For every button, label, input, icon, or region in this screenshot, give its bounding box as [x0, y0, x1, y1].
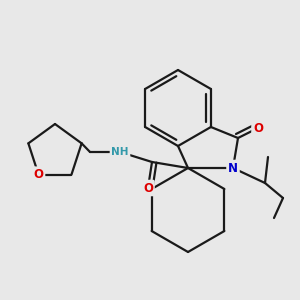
Text: N: N — [228, 161, 238, 175]
Text: O: O — [143, 182, 153, 194]
Text: NH: NH — [111, 147, 129, 157]
Text: O: O — [253, 122, 263, 134]
Text: O: O — [34, 168, 44, 181]
